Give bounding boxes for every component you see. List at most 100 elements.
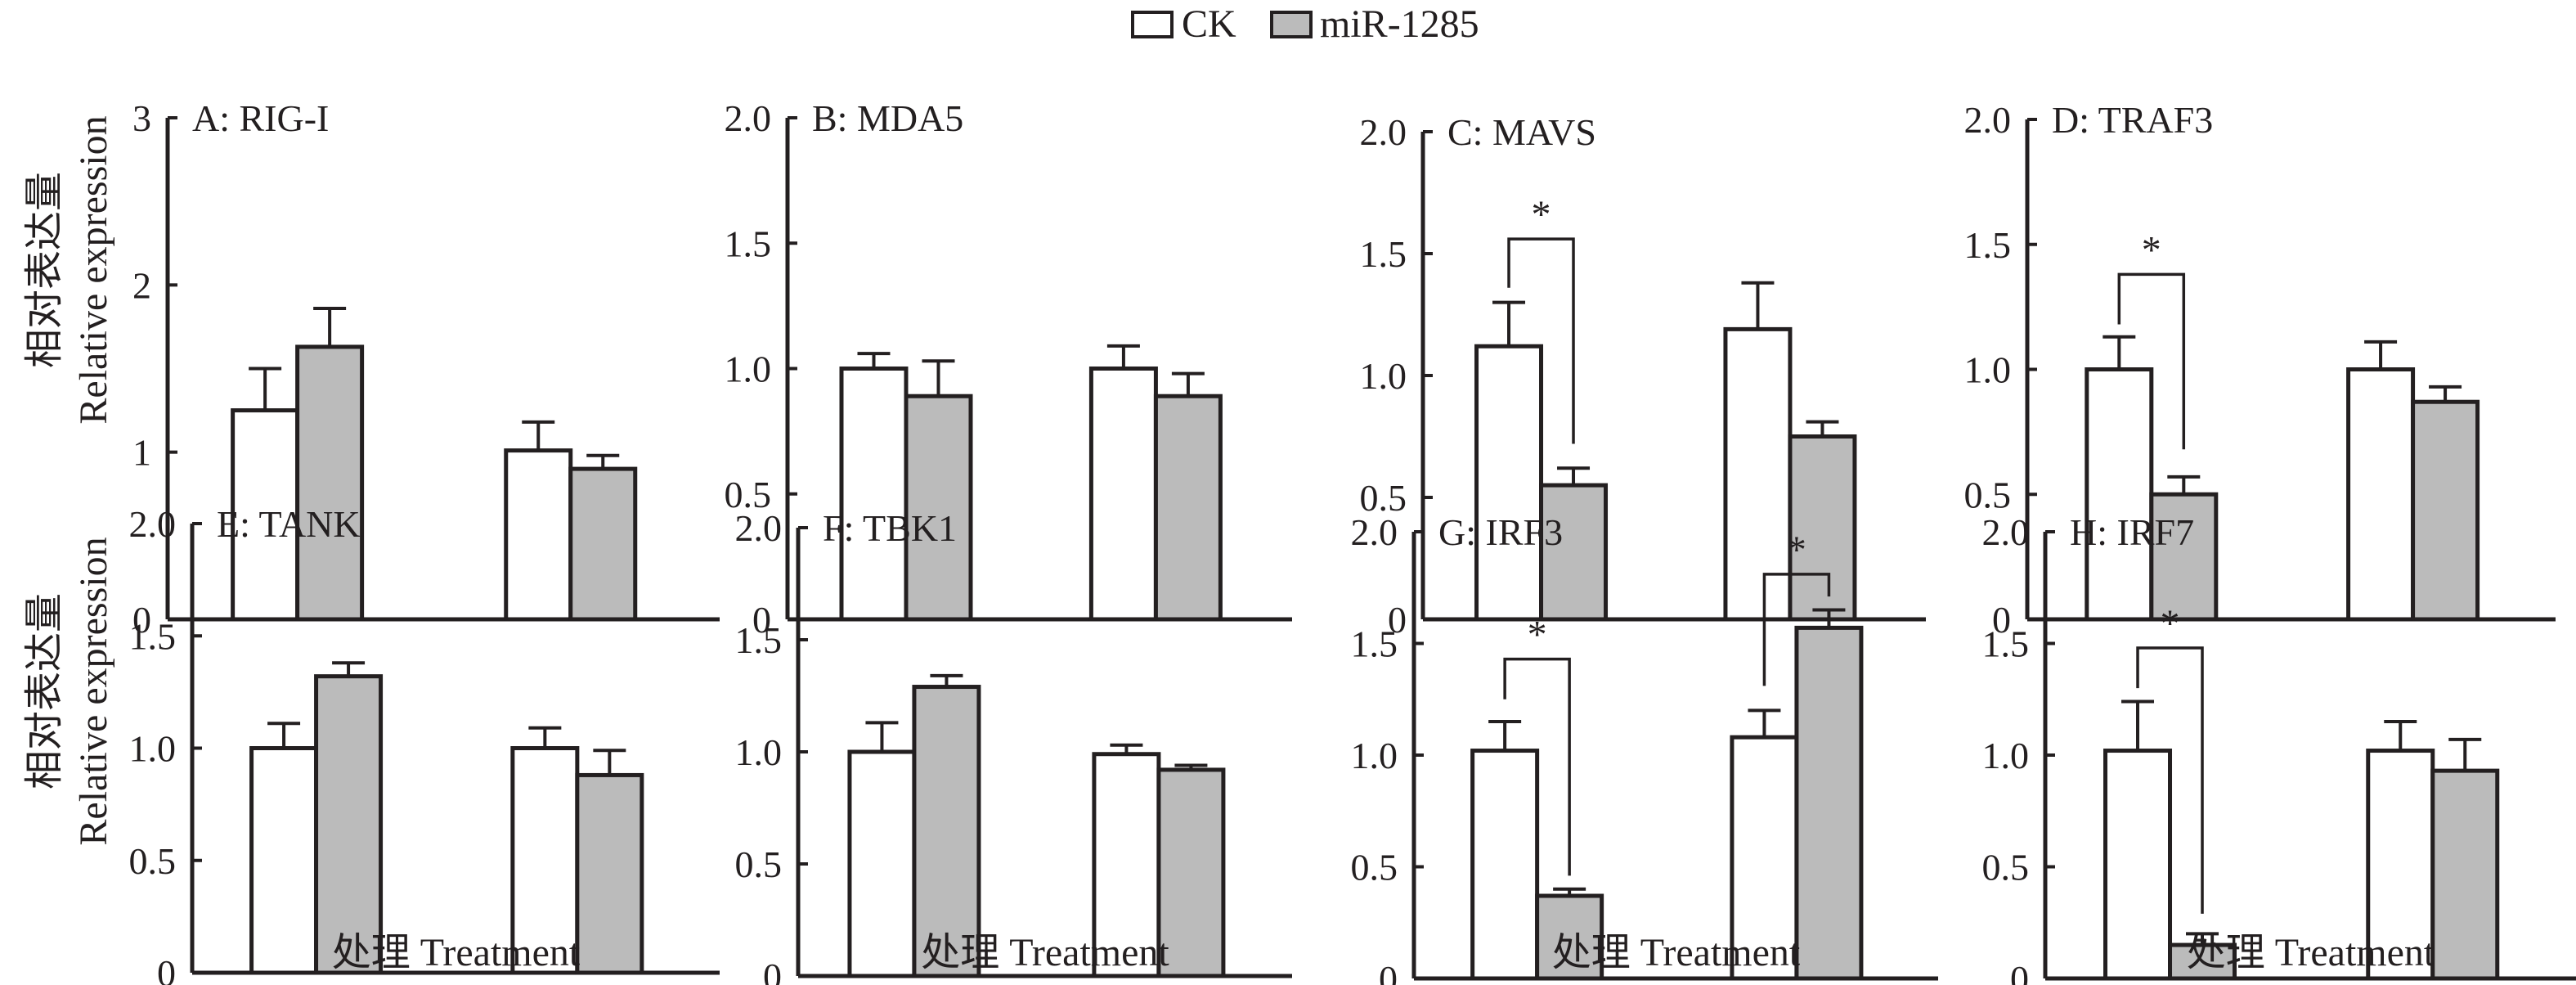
y-tick-label: 1.5: [129, 615, 177, 657]
y-tick-label: 1.0: [725, 349, 772, 390]
bar-mir1285-mimics: [1539, 483, 1609, 622]
y-tick-label: 1.0: [1964, 349, 2012, 391]
bar-ck-inhibitor: [1092, 752, 1161, 978]
y-tick-label: 2.0: [1964, 99, 2012, 141]
panel-g: 00.51.01.52.0G: IRF3MimicsInhibitor**处理 …: [1351, 511, 1938, 985]
y-tick-label: 1.5: [725, 223, 772, 264]
significance-bracket: [1762, 573, 1831, 686]
y-tick-label: 2.0: [725, 97, 772, 139]
bar-mir1285-inhibitor: [2411, 399, 2480, 622]
legend-label-ck: CK: [1182, 2, 1236, 46]
legend-label-mir: miR-1285: [1320, 2, 1479, 46]
bar-mir1285-inhibitor: [1794, 625, 1864, 981]
legend-swatch-ck: [1131, 11, 1174, 38]
significance-star: *: [1532, 193, 1551, 236]
bar-mir1285-inhibitor: [568, 466, 638, 622]
y-tick-label: 0.5: [735, 843, 783, 885]
bar-ck-mimics: [2085, 367, 2154, 622]
y-tick-label: 0: [1992, 599, 2011, 641]
bar-mir1285-mimics: [904, 394, 973, 622]
panel-a: 0 1 2 3 A: RIG-I: [132, 97, 720, 641]
bar-ck-mimics: [1474, 344, 1544, 622]
bar-ck-mimics: [847, 749, 917, 978]
bar-ck-inhibitor: [1723, 326, 1793, 622]
y-tick-label: 1.5: [1360, 233, 1407, 275]
y-tick-label: 3: [132, 97, 151, 139]
y-tick-label: 0.5: [129, 840, 177, 882]
x-axis-title: 处理 Treatment: [2187, 931, 2435, 974]
panel-f: 00.51.01.52.0F: TBK1MimicsInhibitor处理 Tr…: [735, 507, 1292, 985]
significance-bracket: [2136, 646, 2204, 914]
y-tick-label: 1.0: [1351, 735, 1398, 776]
panels: 0 1 2 3 A: RIG-I 0 0.5 1.0 1.5 2.0 B: MDA5 0 0.5 1.0 1…: [129, 97, 2576, 985]
panel-e: 00.51.01.52.0E: TANKMimicsInhibitor处理 Tr…: [129, 503, 720, 985]
y-tick-label: 0: [763, 956, 782, 985]
bar-mir1285-mimics: [2168, 942, 2237, 981]
bar-mir1285-inhibitor: [1156, 767, 1226, 978]
y-tick-label: 2.0: [735, 507, 783, 549]
panel-b: 0 0.5 1.0 1.5 2.0 B: MDA5: [725, 97, 1292, 641]
y-tick-label: 1.5: [1964, 224, 2012, 266]
y-axis-label-en: Relative expression: [72, 115, 115, 424]
panel-title: C: MAVS: [1447, 111, 1596, 153]
significance-star: *: [2142, 228, 2161, 272]
bar-mir1285-inhibitor: [2430, 768, 2500, 981]
y-axis-label-top: 相对表达量 Relative expression: [23, 115, 115, 424]
panel-title: D: TRAF3: [2052, 99, 2213, 141]
bar-ck-mimics: [1470, 749, 1540, 981]
y-tick-label: 0.5: [1964, 474, 2012, 515]
significance-bracket: [1507, 237, 1575, 444]
significance-bracket: [2117, 272, 2186, 450]
y-axis-label-en: Relative expression: [72, 537, 115, 845]
y-tick-label: 0: [157, 952, 176, 985]
panel-title: E: TANK: [217, 503, 361, 545]
bar-mir1285-inhibitor: [1788, 434, 1857, 622]
panel-title: F: TBK1: [823, 507, 957, 549]
bar-mir1285-inhibitor: [575, 772, 644, 975]
y-tick-label: 0: [2010, 958, 2029, 985]
bar-ck-mimics: [2103, 749, 2173, 981]
significance-star: *: [2161, 602, 2180, 645]
panel-d: 0 0.5 1.0 1.5 2.0 D: TRAF3 *: [1964, 99, 2556, 641]
bar-ck-mimics: [249, 746, 319, 975]
y-tick-label: 0.5: [725, 474, 772, 515]
y-tick-label: 0: [132, 599, 151, 641]
bar-ck-mimics: [839, 367, 909, 622]
x-axis-title: 处理 Treatment: [921, 931, 1169, 974]
panel-h: 00.51.01.52.0H: IRF7MimicsInhibitor*处理 T…: [1982, 511, 2576, 985]
legend: CK miR-1285: [1131, 2, 1479, 46]
y-tick-label: 1.0: [735, 731, 783, 773]
bar-ck-inhibitor: [504, 448, 573, 622]
y-tick-label: 1.5: [1982, 623, 2030, 665]
y-tick-label: 2.0: [1360, 111, 1407, 153]
x-axis-title: 处理 Treatment: [332, 931, 581, 974]
y-tick-label: 1.5: [735, 619, 783, 661]
y-tick-label: 1.0: [1982, 735, 2030, 776]
y-tick-label: 0: [752, 599, 771, 641]
panel-title: B: MDA5: [812, 97, 963, 139]
y-axis-label-bottom: 相对表达量 Relative expression: [23, 537, 115, 845]
bar-mir1285-inhibitor: [1153, 394, 1223, 622]
bar-mir1285-mimics: [2149, 492, 2219, 622]
y-tick-label: 2: [132, 264, 151, 306]
y-tick-label: 1.0: [1360, 355, 1407, 397]
significance-bracket: [1503, 657, 1571, 876]
y-tick-label: 1.5: [1351, 623, 1398, 665]
bar-ck-inhibitor: [510, 746, 580, 975]
bar-ck-inhibitor: [2366, 749, 2435, 981]
panel-title: G: IRF3: [1438, 511, 1563, 553]
bar-mir1285-mimics: [295, 344, 365, 622]
significance-star: *: [1787, 528, 1806, 572]
x-axis-title: 处理 Treatment: [1552, 931, 1801, 974]
y-tick-label: 0.5: [1360, 477, 1407, 519]
legend-swatch-mir: [1270, 11, 1313, 38]
y-tick-label: 2.0: [1982, 511, 2030, 553]
significance-star: *: [1528, 614, 1547, 657]
y-axis-label-cn: 相对表达量: [23, 593, 66, 789]
y-tick-label: 0.5: [1351, 847, 1398, 888]
bar-ck-inhibitor: [1088, 367, 1158, 622]
panel-c: 0 0.5 1.0 1.5 2.0 C: MAVS *: [1360, 111, 1926, 641]
y-tick-label: 1: [132, 432, 151, 474]
y-tick-label: 0.5: [1982, 847, 2030, 888]
